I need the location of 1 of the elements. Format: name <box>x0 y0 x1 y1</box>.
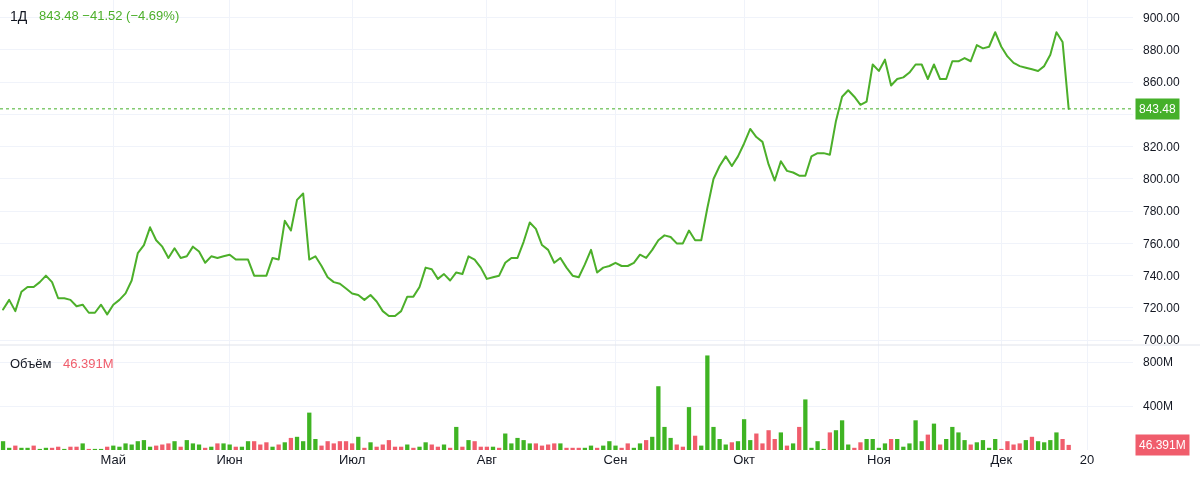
bar <box>0 441 6 450</box>
